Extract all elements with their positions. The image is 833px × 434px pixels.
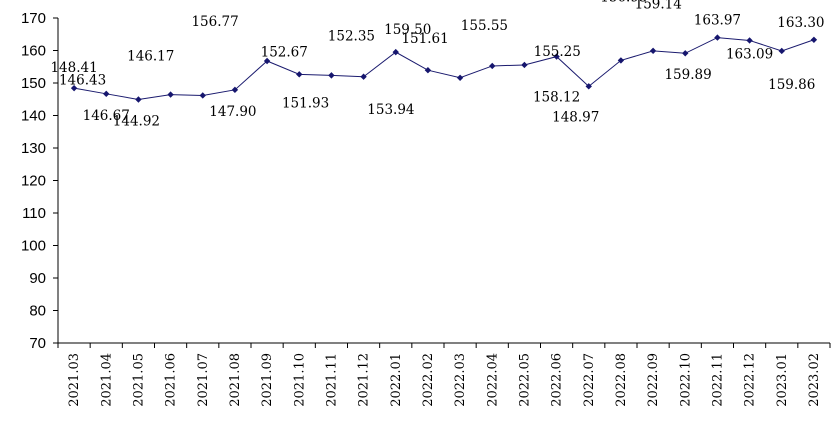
data-point xyxy=(649,47,657,55)
x-tick-label: 2022.11 xyxy=(710,353,725,407)
data-label: 152.67 xyxy=(261,44,308,60)
data-point xyxy=(682,50,689,57)
y-tick-label: 150 xyxy=(21,75,46,92)
data-point xyxy=(263,57,271,65)
x-tick-label: 2022.03 xyxy=(453,353,468,407)
data-label: 152.35 xyxy=(328,28,375,44)
data-point xyxy=(392,48,399,56)
data-point xyxy=(199,92,206,99)
data-point xyxy=(103,90,110,98)
data-point xyxy=(810,36,818,43)
data-label: 148.41 xyxy=(50,60,97,76)
data-label: 163.30 xyxy=(777,15,824,31)
data-point xyxy=(778,47,785,55)
x-tick-label: 2023.01 xyxy=(775,353,790,407)
x-tick-label: 2021.08 xyxy=(228,353,243,407)
data-label: 146.67 xyxy=(83,108,130,124)
data-point xyxy=(424,66,432,74)
x-tick-label: 2022.12 xyxy=(743,353,758,407)
data-point xyxy=(70,84,78,92)
y-tick-label: 100 xyxy=(21,238,46,255)
data-label: 153.94 xyxy=(367,102,414,118)
data-label: 156.77 xyxy=(191,14,238,30)
axes xyxy=(57,18,830,344)
data-point xyxy=(489,62,496,70)
data-label: 148.97 xyxy=(552,109,599,125)
x-tick-label: 2021.11 xyxy=(324,353,339,407)
data-point xyxy=(746,37,753,44)
data-label: 146.17 xyxy=(127,48,174,64)
x-tick-label: 2021.10 xyxy=(292,353,307,407)
data-label: 159.50 xyxy=(384,22,431,38)
x-tick-label: 2021.05 xyxy=(131,353,146,407)
data-point xyxy=(585,83,592,90)
x-axis-ticks: 2021.03 2021.04 2021.05 2021.06 2021.07 2021.… xyxy=(57,343,831,407)
x-tick-label: 2022.06 xyxy=(550,353,565,407)
x-tick-label: 2022.02 xyxy=(421,353,436,407)
y-tick-label: 160 xyxy=(21,43,46,60)
x-tick-label: 2022.01 xyxy=(389,353,404,407)
x-tick-label: 2021.09 xyxy=(260,353,275,407)
x-tick-label: 2021.03 xyxy=(67,353,82,407)
y-tick-label: 110 xyxy=(22,205,46,222)
data-label: 155.55 xyxy=(461,18,508,34)
x-tick-label: 2022.08 xyxy=(614,353,629,407)
x-tick-label: 2022.07 xyxy=(582,353,597,407)
data-label: 144.92 xyxy=(113,114,160,130)
x-tick-label: 2022.09 xyxy=(646,353,661,407)
y-tick-label: 140 xyxy=(21,108,46,125)
data-point xyxy=(456,74,464,81)
data-point xyxy=(714,34,721,41)
data-label: 159.14 xyxy=(635,0,682,12)
x-tick-label: 2021.12 xyxy=(357,353,372,407)
data-label: 155.25 xyxy=(534,44,581,60)
x-tick-label: 2021.06 xyxy=(164,353,179,407)
x-tick-label: 2021.04 xyxy=(99,353,114,407)
y-tick-label: 70 xyxy=(29,335,46,352)
data-label: 151.61 xyxy=(401,31,448,47)
data-point xyxy=(617,57,625,64)
data-label: 163.97 xyxy=(694,13,741,29)
data-point xyxy=(360,73,367,80)
data-label: 159.89 xyxy=(664,67,711,83)
data-label: 158.12 xyxy=(533,90,580,106)
x-tick-label: 2022.04 xyxy=(485,353,500,407)
data-point xyxy=(296,71,303,78)
data-point xyxy=(521,61,528,69)
data-point xyxy=(135,96,142,103)
data-label: 151.93 xyxy=(282,96,329,112)
y-tick-label: 120 xyxy=(21,173,46,190)
data-label: 156.95 xyxy=(600,0,647,5)
data-point xyxy=(231,86,239,94)
y-axis-ticks: 70 80 90 100 110 120 130 140 150 160 170 xyxy=(21,10,58,352)
data-point xyxy=(553,53,560,60)
x-tick-label: 2022.10 xyxy=(678,353,693,407)
data-label: 159.86 xyxy=(768,77,815,93)
x-tick-label: 2022.05 xyxy=(517,353,532,407)
y-tick-label: 80 xyxy=(29,303,46,320)
y-tick-label: 170 xyxy=(21,10,46,27)
y-tick-label: 90 xyxy=(29,270,46,287)
data-label: 147.90 xyxy=(209,104,256,120)
data-points xyxy=(70,34,818,103)
series-line xyxy=(73,37,815,101)
y-tick-label: 130 xyxy=(21,140,46,157)
x-tick-label: 2023.02 xyxy=(807,353,822,407)
data-point xyxy=(328,72,335,79)
x-tick-label: 2021.07 xyxy=(196,353,211,407)
data-label: 163.09 xyxy=(726,46,773,62)
data-label: 146.43 xyxy=(59,73,106,89)
data-point xyxy=(167,91,174,98)
